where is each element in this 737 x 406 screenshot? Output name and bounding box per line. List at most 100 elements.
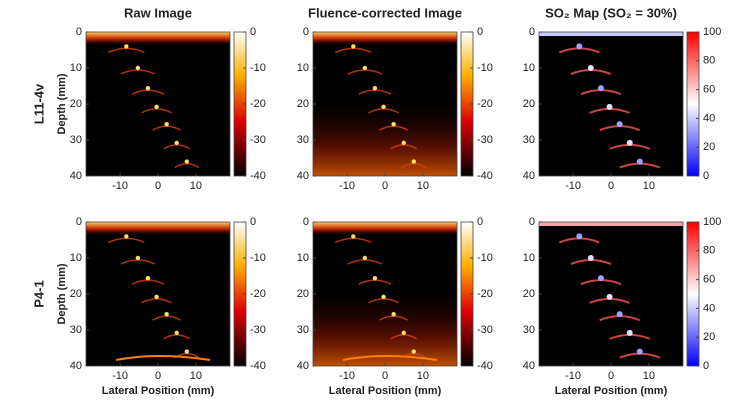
- image: [313, 32, 457, 176]
- target: [616, 311, 623, 318]
- y-tick-label: 10: [297, 252, 309, 264]
- surface-band: [313, 32, 457, 46]
- image: [313, 222, 457, 366]
- y-tick-label: 40: [297, 170, 309, 182]
- surface-band: [86, 32, 230, 46]
- target: [626, 139, 633, 146]
- y-tick-label: 40: [523, 170, 535, 182]
- x-tick-label: -10: [339, 180, 355, 192]
- x-tick-label: -10: [112, 180, 128, 192]
- x-tick-label: 10: [190, 370, 202, 382]
- target: [636, 348, 643, 355]
- x-tick-label: -10: [339, 370, 355, 382]
- y-axis-label: Depth (mm): [56, 73, 68, 134]
- colorbar-tick-label: -30: [477, 324, 493, 336]
- colorbar-tick-label: 80: [703, 245, 715, 257]
- colorbar-tick-label: -20: [477, 288, 493, 300]
- colorbar-tick-label: -10: [477, 62, 493, 74]
- image-background: [539, 32, 683, 176]
- target: [362, 255, 368, 261]
- row-label: L11-4v: [31, 83, 46, 124]
- target: [587, 255, 594, 261]
- y-tick-label: 10: [70, 62, 82, 74]
- y-tick-label: 0: [529, 216, 535, 228]
- colorbar-tick-label: -10: [250, 252, 266, 264]
- colorbar-tick-label: 0: [477, 26, 483, 38]
- image: [86, 222, 230, 366]
- target: [381, 104, 386, 110]
- y-tick-label: 30: [297, 134, 309, 146]
- target: [184, 349, 189, 354]
- colorbar-tick-label: -20: [250, 98, 266, 110]
- colorbar-tick-label: 20: [703, 331, 715, 343]
- colorbar-tick-label: 0: [250, 216, 256, 228]
- surface-band: [539, 32, 683, 36]
- x-tick-label: 10: [417, 180, 429, 192]
- y-tick-label: 0: [76, 216, 82, 228]
- y-tick-label: 10: [523, 252, 535, 264]
- colorbar-tick-label: 100: [703, 26, 721, 38]
- x-tick-label: 0: [155, 180, 161, 192]
- x-tick-label: -10: [565, 180, 581, 192]
- surface-band: [539, 222, 683, 226]
- colorbar-tick-label: -40: [250, 170, 266, 182]
- target: [164, 121, 169, 127]
- target: [587, 65, 594, 71]
- x-tick-label: 0: [382, 180, 388, 192]
- colorbar-tick-label: 40: [703, 112, 715, 124]
- y-tick-label: 30: [70, 134, 82, 146]
- target: [184, 159, 189, 164]
- surface-band: [86, 222, 230, 236]
- x-tick-label: 10: [643, 180, 655, 192]
- colorbar-tick-label: 0: [703, 360, 709, 372]
- y-tick-label: 20: [523, 288, 535, 300]
- target: [135, 255, 141, 261]
- x-tick-label: 10: [643, 370, 655, 382]
- y-tick-label: 10: [297, 62, 309, 74]
- target: [401, 330, 406, 336]
- colorbar-tick-label: -40: [477, 360, 493, 372]
- target: [606, 293, 613, 300]
- target: [381, 294, 386, 300]
- x-axis-label: Lateral Position (mm): [555, 385, 668, 397]
- image-background: [539, 222, 683, 366]
- colorbar: [686, 31, 700, 177]
- y-tick-label: 10: [70, 252, 82, 264]
- x-tick-label: 0: [608, 180, 614, 192]
- noise-floor: [313, 96, 457, 176]
- target: [154, 104, 159, 110]
- target: [124, 44, 129, 49]
- x-tick-label: 10: [190, 180, 202, 192]
- colorbar-tick-label: -40: [250, 360, 266, 372]
- x-tick-label: 0: [155, 370, 161, 382]
- target: [164, 311, 169, 317]
- target: [135, 65, 141, 71]
- colorbar-tick-label: 60: [703, 274, 715, 286]
- target: [597, 85, 604, 92]
- row-label: P4-1: [31, 280, 46, 307]
- target: [362, 65, 368, 71]
- target: [174, 330, 179, 336]
- image: [86, 32, 230, 176]
- bottom-arc: [342, 355, 438, 361]
- target: [145, 85, 151, 91]
- y-axis-label: Depth (mm): [56, 263, 68, 324]
- panel-title: Fluence-corrected Image: [308, 5, 462, 20]
- y-tick-label: 30: [70, 324, 82, 336]
- target: [124, 234, 129, 239]
- colorbar-tick-label: 0: [250, 26, 256, 38]
- y-tick-label: 0: [76, 26, 82, 38]
- y-tick-label: 40: [70, 170, 82, 182]
- bottom-arc: [115, 355, 211, 361]
- target: [174, 140, 179, 146]
- image-background: [86, 32, 230, 176]
- x-axis-label: Lateral Position (mm): [102, 385, 215, 397]
- y-tick-label: 40: [297, 360, 309, 372]
- target: [372, 85, 378, 91]
- image-background: [86, 222, 230, 366]
- colorbar-tick-label: 40: [703, 302, 715, 314]
- x-tick-label: -10: [565, 370, 581, 382]
- colorbar: [686, 221, 700, 367]
- target: [391, 311, 396, 317]
- y-tick-label: 20: [70, 98, 82, 110]
